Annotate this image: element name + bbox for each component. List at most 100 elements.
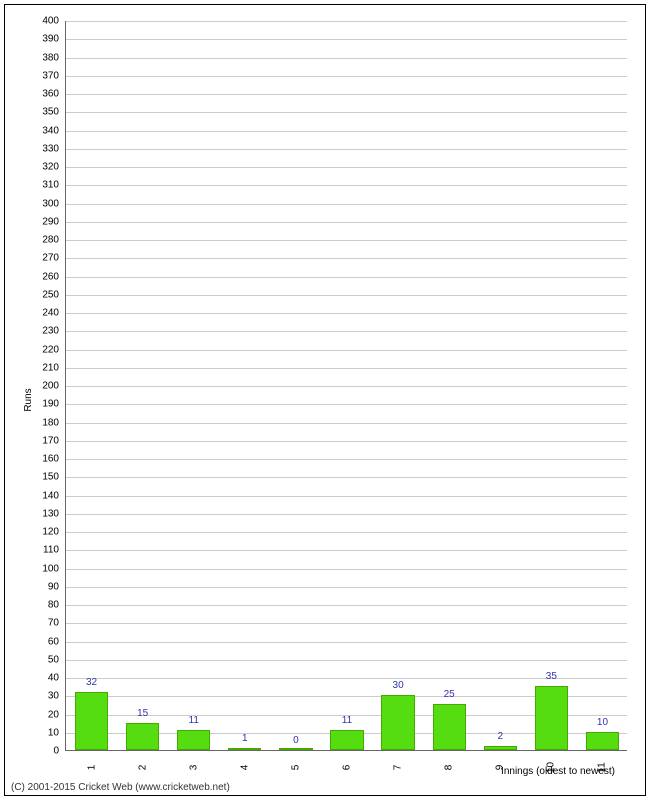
grid-line: [66, 167, 627, 168]
x-tick-label: 1: [86, 765, 97, 771]
bar: [126, 723, 159, 750]
y-tick-label: 150: [19, 472, 59, 483]
y-tick-label: 350: [19, 107, 59, 118]
grid-line: [66, 386, 627, 387]
bar-value-label: 11: [189, 715, 199, 726]
grid-line: [66, 605, 627, 606]
y-tick-label: 290: [19, 216, 59, 227]
x-tick-label: 4: [239, 765, 250, 771]
grid-line: [66, 295, 627, 296]
grid-line: [66, 623, 627, 624]
bar-value-label: 15: [137, 708, 148, 719]
y-tick-label: 50: [19, 654, 59, 665]
y-tick-label: 210: [19, 362, 59, 373]
bar: [535, 686, 568, 750]
grid-line: [66, 204, 627, 205]
grid-line: [66, 94, 627, 95]
y-tick-label: 220: [19, 344, 59, 355]
y-tick-label: 70: [19, 618, 59, 629]
grid-line: [66, 459, 627, 460]
y-tick-label: 60: [19, 636, 59, 647]
copyright-text: (C) 2001-2015 Cricket Web (www.cricketwe…: [11, 782, 230, 793]
bar: [586, 732, 619, 750]
bar: [279, 748, 312, 750]
grid-line: [66, 258, 627, 259]
y-tick-label: 40: [19, 673, 59, 684]
y-tick-label: 270: [19, 253, 59, 264]
x-tick-label: 2: [137, 765, 148, 771]
y-tick-label: 140: [19, 490, 59, 501]
x-tick-label: 6: [342, 765, 353, 771]
x-tick-label: 7: [393, 765, 404, 771]
grid-line: [66, 423, 627, 424]
bar: [433, 704, 466, 750]
bar: [177, 730, 210, 750]
x-axis-label: Innings (oldest to newest): [501, 766, 615, 777]
grid-line: [66, 21, 627, 22]
y-tick-label: 100: [19, 563, 59, 574]
y-tick-label: 0: [19, 746, 59, 757]
grid-line: [66, 149, 627, 150]
grid-line: [66, 404, 627, 405]
grid-line: [66, 569, 627, 570]
y-tick-label: 30: [19, 691, 59, 702]
bar-value-label: 30: [393, 680, 404, 691]
y-tick-label: 380: [19, 52, 59, 63]
y-tick-label: 280: [19, 235, 59, 246]
grid-line: [66, 642, 627, 643]
bar-value-label: 1: [242, 733, 248, 744]
bar-value-label: 32: [86, 677, 97, 688]
y-tick-label: 90: [19, 581, 59, 592]
bar: [75, 692, 108, 750]
y-tick-label: 120: [19, 527, 59, 538]
grid-line: [66, 587, 627, 588]
y-tick-label: 190: [19, 399, 59, 410]
grid-line: [66, 58, 627, 59]
y-tick-label: 80: [19, 600, 59, 611]
grid-line: [66, 222, 627, 223]
bar-value-label: 35: [546, 671, 557, 682]
grid-line: [66, 112, 627, 113]
y-tick-label: 390: [19, 34, 59, 45]
grid-line: [66, 350, 627, 351]
y-tick-label: 340: [19, 125, 59, 136]
y-tick-label: 260: [19, 271, 59, 282]
x-tick-label: 3: [188, 765, 199, 771]
grid-line: [66, 368, 627, 369]
grid-line: [66, 39, 627, 40]
y-tick-label: 20: [19, 709, 59, 720]
y-tick-label: 110: [19, 545, 59, 556]
bar-value-label: 11: [342, 715, 352, 726]
bar-value-label: 2: [497, 731, 503, 742]
grid-line: [66, 678, 627, 679]
y-tick-label: 170: [19, 435, 59, 446]
x-tick-label: 5: [290, 765, 301, 771]
grid-line: [66, 477, 627, 478]
y-tick-label: 250: [19, 289, 59, 300]
grid-line: [66, 331, 627, 332]
bar-value-label: 0: [293, 735, 299, 746]
y-tick-label: 160: [19, 454, 59, 465]
y-tick-label: 240: [19, 308, 59, 319]
y-tick-label: 310: [19, 180, 59, 191]
y-tick-label: 330: [19, 143, 59, 154]
y-tick-label: 320: [19, 162, 59, 173]
bar: [484, 746, 517, 750]
grid-line: [66, 496, 627, 497]
grid-line: [66, 313, 627, 314]
grid-line: [66, 660, 627, 661]
y-tick-label: 200: [19, 381, 59, 392]
bar: [330, 730, 363, 750]
x-tick-label: 8: [444, 765, 455, 771]
y-tick-label: 360: [19, 89, 59, 100]
grid-line: [66, 185, 627, 186]
grid-line: [66, 240, 627, 241]
y-tick-label: 230: [19, 326, 59, 337]
grid-line: [66, 550, 627, 551]
grid-line: [66, 76, 627, 77]
bar-value-label: 25: [444, 689, 455, 700]
grid-line: [66, 277, 627, 278]
grid-line: [66, 441, 627, 442]
grid-line: [66, 131, 627, 132]
plot-area: 32115211314051163072582935101011: [65, 21, 627, 751]
